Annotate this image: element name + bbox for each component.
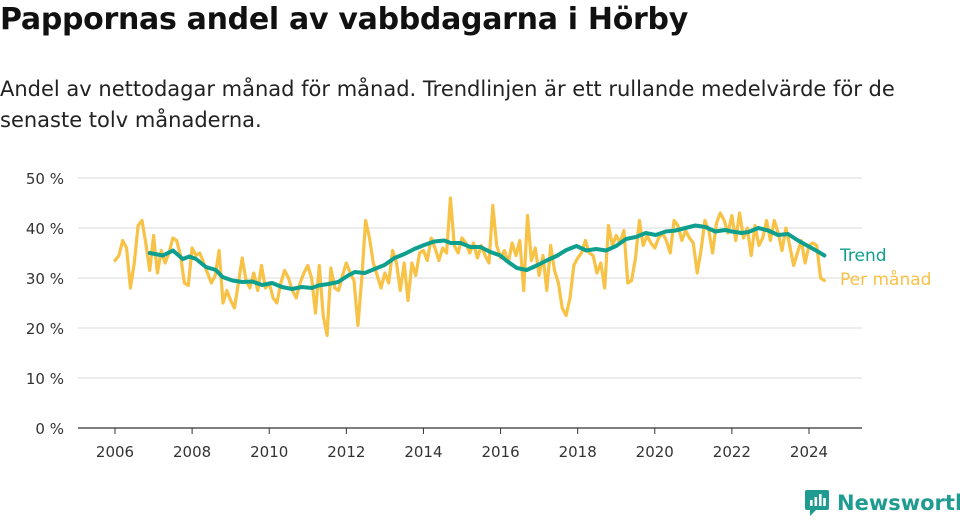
y-tick-label: 50 % <box>26 170 64 188</box>
series-lines <box>113 196 827 338</box>
y-tick-label: 10 % <box>26 370 64 388</box>
x-tick-label: 2010 <box>250 443 288 461</box>
trend-series-line <box>147 223 827 291</box>
page-subtitle: Andel av nettodagar månad för månad. Tre… <box>0 77 895 132</box>
y-tick-label: 30 % <box>26 270 64 288</box>
y-tick-label: 40 % <box>26 220 64 238</box>
newsworthy-logo-icon <box>805 490 829 516</box>
x-tick-label: 2024 <box>790 443 828 461</box>
monthly-series-line <box>113 196 826 338</box>
brand-name: Newsworthy <box>837 491 960 515</box>
x-tick-label: 2008 <box>173 443 211 461</box>
x-tick-label: 2016 <box>481 443 519 461</box>
page-title: Pappornas andel av vabbdagarna i Hörby <box>0 2 688 37</box>
x-tick-label: 2018 <box>559 443 597 461</box>
y-tick-label: 20 % <box>26 320 64 338</box>
legend-label-per-manad: Per månad <box>840 269 931 290</box>
grid-lines <box>78 177 862 379</box>
x-tick-label: 2012 <box>327 443 365 461</box>
y-axis-tick-labels: 0 % 10 % 20 % 30 % 40 % 50 % <box>26 170 64 438</box>
legend-label-trend: Trend <box>839 246 887 266</box>
x-axis-tick-labels: 2006 2008 2010 2012 2014 2016 2018 2020 2022 2024 <box>96 428 828 461</box>
newsworthy-brand: Newsworthy <box>804 488 960 518</box>
x-tick-label: 2014 <box>404 443 442 461</box>
x-tick-label: 2022 <box>713 443 751 461</box>
x-tick-label: 2006 <box>96 443 134 461</box>
y-tick-label: 0 % <box>35 420 64 438</box>
x-tick-label: 2020 <box>636 443 674 461</box>
series-end-labels: Trend Per månad <box>839 246 931 290</box>
